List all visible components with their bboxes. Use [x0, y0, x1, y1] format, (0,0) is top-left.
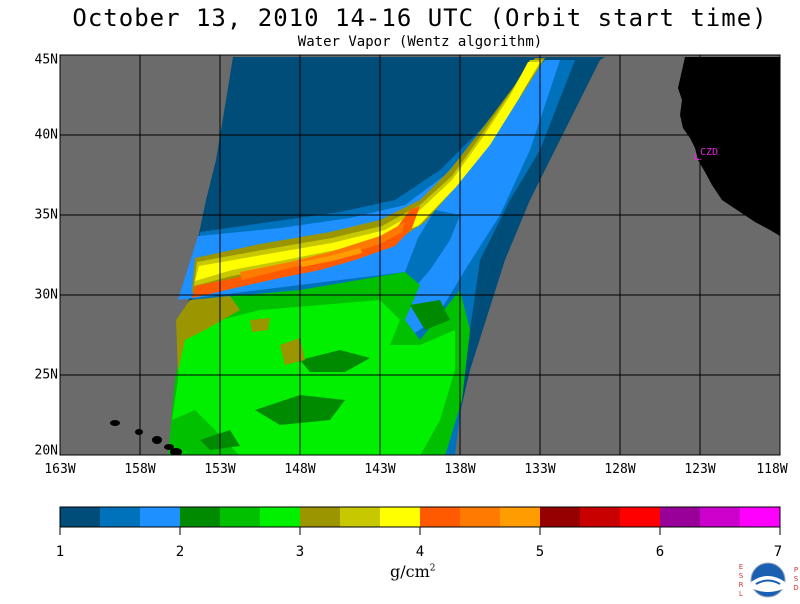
colorbar-swatch — [500, 507, 541, 527]
logo-letter: P — [793, 566, 799, 574]
colorbar-swatch — [180, 507, 221, 527]
colorbar-swatch — [140, 507, 181, 527]
y-tick-label: 25N — [34, 367, 58, 383]
x-tick-label: 158W — [124, 462, 156, 477]
y-tick-label: 35N — [34, 207, 58, 223]
colorbar-swatch — [700, 507, 741, 527]
x-tick-label: 163W — [44, 462, 76, 477]
x-tick-label: 148W — [284, 462, 316, 477]
colorbar-swatch — [300, 507, 341, 527]
hawaii-island-2 — [152, 436, 162, 444]
x-tick-label: 133W — [524, 462, 556, 477]
colorbar-tick-label: 3 — [295, 544, 305, 560]
logo-letter: D — [793, 584, 799, 592]
colorbar-swatch — [60, 507, 101, 527]
x-tick-label: 128W — [604, 462, 636, 477]
chart-title: October 13, 2010 14-16 UTC (Orbit start … — [72, 4, 768, 32]
y-tick-label: 20N — [34, 443, 58, 459]
ridge-orange — [240, 222, 405, 280]
colorbar-swatch — [380, 507, 421, 527]
y-tick-label: 45N — [34, 52, 58, 68]
units-label: g/cm2 — [390, 562, 436, 581]
moist-olive — [176, 296, 305, 372]
colorbar-tick-label: 5 — [535, 544, 545, 560]
y-tick-label: 30N — [34, 287, 58, 303]
ridge-amber — [300, 248, 362, 267]
north-america-land — [678, 57, 780, 236]
moist-dark-green — [200, 300, 450, 450]
colorbar-swatch — [660, 507, 701, 527]
colorbar-swatch — [620, 507, 661, 527]
x-tick-label: 143W — [364, 462, 396, 477]
colorbar-swatch — [580, 507, 621, 527]
czd-station-marker — [694, 153, 702, 160]
logo-letter: S — [738, 572, 744, 580]
colorbar-swatch — [220, 507, 261, 527]
hawaii-island-3 — [164, 444, 174, 450]
colorbar-tick-label: 4 — [415, 544, 425, 560]
hawaii-island-4 — [170, 448, 182, 455]
x-tick-label: 138W — [444, 462, 476, 477]
colorbar-swatch — [100, 507, 141, 527]
colorbar-swatch — [340, 507, 381, 527]
colorbar-swatch — [540, 507, 581, 527]
ridge-yellow — [195, 62, 540, 281]
moist-bright-green — [172, 300, 455, 455]
colorbar-swatch — [460, 507, 501, 527]
y-tick-label: 40N — [34, 127, 58, 143]
hawaii-island-1 — [135, 429, 143, 435]
hawaii-island-0 — [110, 420, 120, 426]
colorbar-tick-label: 2 — [175, 544, 185, 560]
map-frame — [59, 54, 781, 456]
x-tick-label: 153W — [204, 462, 236, 477]
colorbar-tick-label: 1 — [55, 544, 65, 560]
colorbar-tick-label: 7 — [773, 544, 783, 560]
chart-subtitle: Water Vapor (Wentz algorithm) — [297, 34, 543, 50]
czd-station-label: CZD — [700, 147, 719, 158]
logo-letter: S — [793, 575, 799, 583]
colorbar-swatch — [420, 507, 461, 527]
x-tick-label: 123W — [684, 462, 716, 477]
logo-letter: R — [738, 581, 744, 589]
colorbar-tick-label: 6 — [655, 544, 665, 560]
colorbar-swatch — [740, 507, 781, 527]
colorbar-swatch — [260, 507, 301, 527]
noaa-logo — [738, 560, 798, 600]
logo-letter: L — [739, 590, 743, 598]
logo-letter: E — [738, 563, 744, 571]
x-tick-label: 118W — [756, 462, 788, 477]
